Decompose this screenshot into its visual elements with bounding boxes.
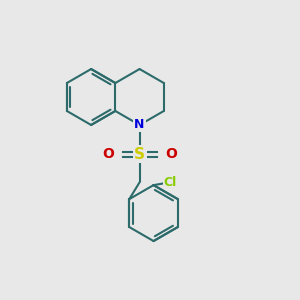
Text: S: S	[134, 147, 145, 162]
Text: N: N	[134, 118, 145, 131]
Text: O: O	[102, 147, 114, 161]
Text: Cl: Cl	[163, 176, 176, 189]
Text: O: O	[165, 147, 177, 161]
